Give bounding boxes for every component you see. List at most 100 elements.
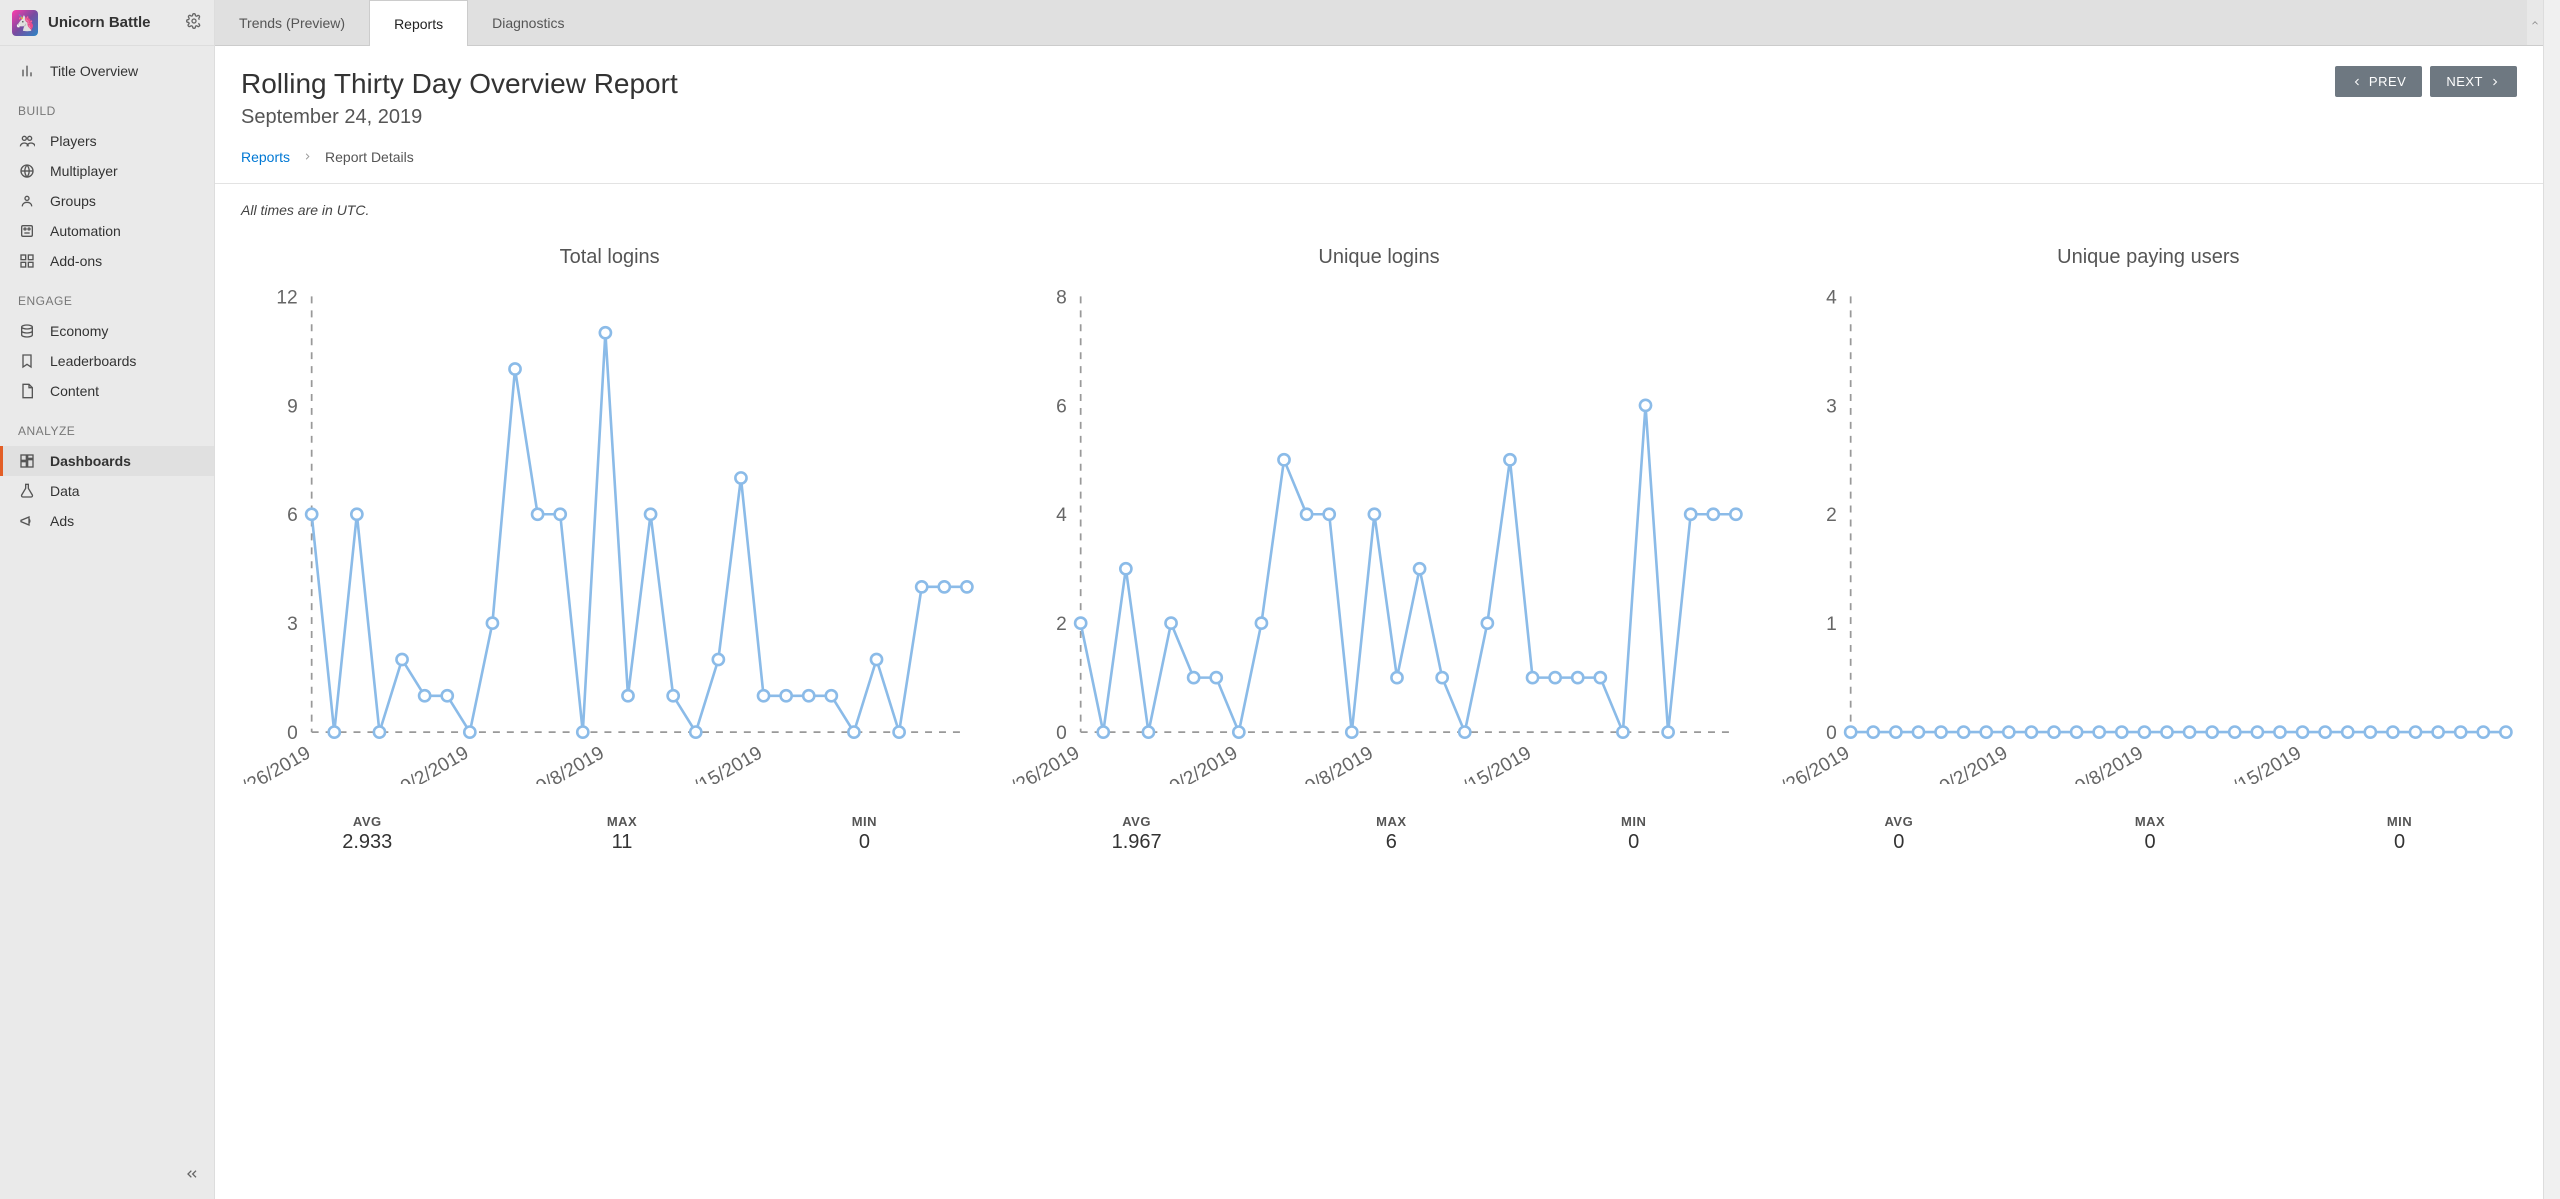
sidebar-item-groups[interactable]: Groups: [0, 186, 214, 216]
svg-text:9/15/2019: 9/15/2019: [1451, 743, 1535, 785]
chart-plot: 012348/26/20199/2/20199/8/20199/15/2019: [1774, 279, 2523, 784]
chart-title: Total logins: [235, 246, 984, 269]
next-button-label: NEXT: [2446, 74, 2483, 89]
dashboard-icon: [18, 453, 36, 469]
svg-text:0: 0: [1056, 723, 1067, 744]
stat-value: 1.967: [1112, 831, 1162, 854]
sidebar-heading: ENGAGE: [0, 286, 214, 316]
stat-value: 0: [2135, 831, 2165, 854]
sidebar-item-label: Players: [50, 133, 97, 149]
stat-value: 0: [1884, 831, 1913, 854]
sidebar-item-label: Title Overview: [50, 63, 138, 79]
stat-min: MIN 0: [852, 814, 877, 854]
stat-label: MIN: [2387, 814, 2412, 829]
settings-gear-icon[interactable]: [186, 13, 202, 32]
stat-label: MAX: [1376, 814, 1406, 829]
svg-text:2: 2: [1826, 505, 1837, 526]
sidebar-item-leaderboards[interactable]: Leaderboards: [0, 346, 214, 376]
sidebar-item-label: Ads: [50, 513, 74, 529]
stat-label: MAX: [2135, 814, 2165, 829]
tab-reports[interactable]: Reports: [369, 0, 468, 46]
chart-title: Unique paying users: [1774, 246, 2523, 269]
sidebar-item-label: Data: [50, 483, 80, 499]
stat-value: 2.933: [342, 831, 392, 854]
bookmark-icon: [18, 353, 36, 369]
svg-text:8/26/2019: 8/26/2019: [235, 743, 314, 785]
stat-value: 0: [852, 831, 877, 854]
svg-text:9/2/2019: 9/2/2019: [397, 743, 472, 785]
breadcrumb-current: Report Details: [325, 149, 414, 165]
breadcrumb-root-link[interactable]: Reports: [241, 149, 290, 165]
sidebar: 🦄 Unicorn Battle Title Overview BUILD Play…: [0, 0, 215, 1199]
window-scrollbar[interactable]: [2543, 0, 2560, 1199]
prev-button-label: PREV: [2369, 74, 2406, 89]
stat-min: MIN 0: [2387, 814, 2412, 854]
page-header: PREV NEXT Rolling Thirty Day Overview Re…: [215, 46, 2543, 184]
addons-icon: [18, 253, 36, 269]
sidebar-item-ads[interactable]: Ads: [0, 506, 214, 536]
stat-value: 0: [1621, 831, 1646, 854]
svg-text:4: 4: [1056, 505, 1067, 526]
sidebar-item-label: Add-ons: [50, 253, 102, 269]
chart-title: Unique logins: [1004, 246, 1753, 269]
page-subtitle: September 24, 2019: [241, 106, 2517, 129]
svg-text:3: 3: [287, 614, 298, 635]
sidebar-item-dashboards[interactable]: Dashboards: [0, 446, 214, 476]
tab-trends-preview-[interactable]: Trends (Preview): [215, 0, 369, 45]
prev-button[interactable]: PREV: [2335, 66, 2422, 97]
sidebar-item-players[interactable]: Players: [0, 126, 214, 156]
sidebar-item-economy[interactable]: Economy: [0, 316, 214, 346]
groups-icon: [18, 193, 36, 209]
stat-min: MIN0: [1621, 814, 1646, 854]
sidebar-item-automation[interactable]: Automation: [0, 216, 214, 246]
svg-text:4: 4: [1826, 287, 1837, 308]
breadcrumb: Reports Report Details: [241, 149, 2517, 165]
megaphone-icon: [18, 513, 36, 529]
svg-text:8/26/2019: 8/26/2019: [1004, 743, 1083, 785]
players-icon: [18, 133, 36, 149]
main-area: Trends (Preview)ReportsDiagnostics PREV …: [215, 0, 2543, 1199]
stat-avg: AVG 1.967: [1112, 814, 1162, 854]
content-scroll: PREV NEXT Rolling Thirty Day Overview Re…: [215, 46, 2543, 1199]
chart-card: Unique logins024688/26/20199/2/20199/8/2…: [994, 234, 1763, 854]
svg-text:0: 0: [1826, 723, 1837, 744]
stat-max: MAX 0: [2135, 814, 2165, 854]
stat-label: MIN: [852, 814, 877, 829]
sidebar-item-multiplayer[interactable]: Multiplayer: [0, 156, 214, 186]
next-button[interactable]: NEXT: [2430, 66, 2517, 97]
app-icon: 🦄: [12, 10, 38, 36]
svg-text:12: 12: [276, 287, 297, 308]
sidebar-header: 🦄 Unicorn Battle: [0, 0, 214, 46]
svg-text:6: 6: [287, 505, 298, 526]
sidebar-item-title-overview[interactable]: Title Overview: [0, 56, 214, 86]
sidebar-heading: BUILD: [0, 96, 214, 126]
collapse-sidebar-icon[interactable]: [184, 1166, 200, 1185]
scroll-up-icon[interactable]: [2527, 0, 2543, 45]
stat-value: 0: [2387, 831, 2412, 854]
tab-diagnostics[interactable]: Diagnostics: [468, 0, 588, 45]
sidebar-item-label: Content: [50, 383, 99, 399]
sidebar-item-label: Groups: [50, 193, 96, 209]
globe-icon: [18, 163, 36, 179]
app-title: Unicorn Battle: [48, 14, 186, 31]
stat-max: MAX11: [607, 814, 637, 854]
sidebar-item-data[interactable]: Data: [0, 476, 214, 506]
sidebar-item-content[interactable]: Content: [0, 376, 214, 406]
stat-label: AVG: [1112, 814, 1162, 829]
svg-text:9/2/2019: 9/2/2019: [1936, 743, 2011, 785]
svg-text:6: 6: [1056, 396, 1067, 417]
document-icon: [18, 383, 36, 399]
sidebar-item-add-ons[interactable]: Add-ons: [0, 246, 214, 276]
svg-text:9/15/2019: 9/15/2019: [682, 743, 766, 785]
stat-label: MAX: [607, 814, 637, 829]
stat-label: AVG: [342, 814, 392, 829]
chevron-right-icon: [302, 149, 313, 165]
sidebar-nav: Title Overview BUILD Players Multiplayer Gro…: [0, 46, 214, 536]
svg-text:9: 9: [287, 396, 298, 417]
stat-avg: AVG0: [1884, 814, 1913, 854]
sidebar-item-label: Leaderboards: [50, 353, 136, 369]
chart-stats: AVG 2.933 MAX11 MIN 0: [235, 814, 984, 854]
stat-avg: AVG 2.933: [342, 814, 392, 854]
svg-text:1: 1: [1826, 614, 1837, 635]
utc-note: All times are in UTC.: [215, 184, 2543, 228]
